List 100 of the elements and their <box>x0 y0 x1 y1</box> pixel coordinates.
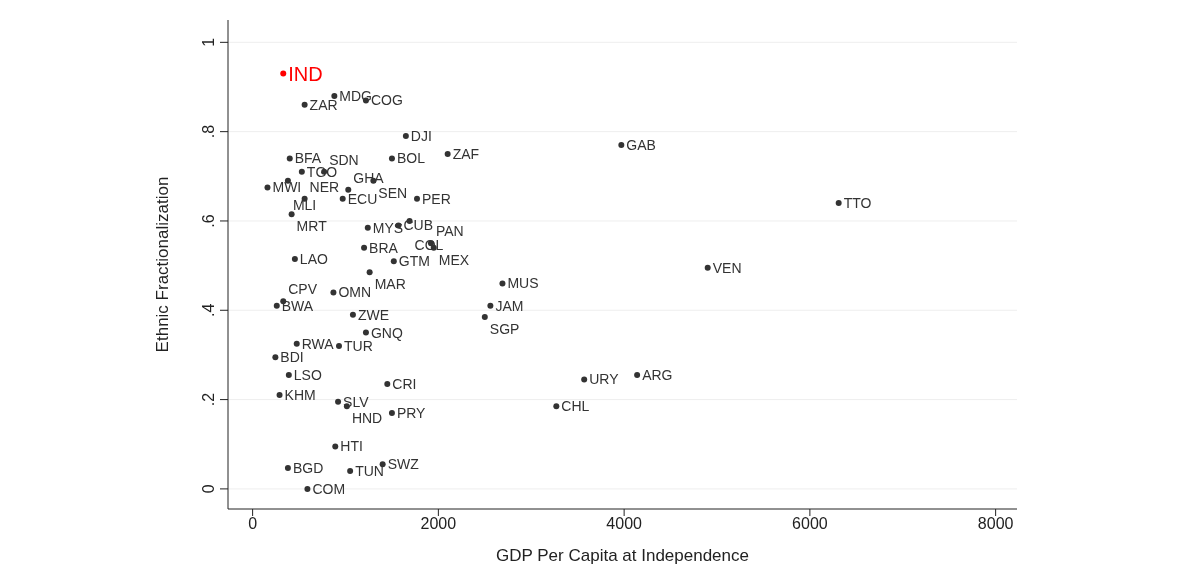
point <box>366 269 373 276</box>
data-label: BGD <box>292 459 324 476</box>
point <box>293 340 300 347</box>
data-label: ZAR <box>309 96 338 113</box>
point <box>704 264 711 271</box>
point <box>285 372 292 379</box>
data-label: IND <box>288 62 323 85</box>
data-label: CPV <box>288 281 318 298</box>
y-axis-title: Ethnic Fractionalization <box>153 176 173 353</box>
data-label: VEN <box>712 259 742 276</box>
data-label: RWA <box>301 335 335 352</box>
data-label: MEX <box>438 251 470 268</box>
y-tick-label: .2 <box>200 392 217 407</box>
point <box>280 70 287 77</box>
point <box>481 313 488 320</box>
data-label: COG <box>370 92 403 109</box>
data-label: KHM <box>284 387 316 404</box>
data-label: JAM <box>495 297 524 314</box>
point <box>288 211 295 218</box>
point <box>331 92 338 99</box>
point <box>304 485 311 492</box>
data-label: ZAF <box>452 145 480 162</box>
point <box>272 354 279 361</box>
point <box>284 464 291 471</box>
y-tick-label: 1 <box>200 37 217 47</box>
x-tick-label: 2000 <box>420 515 457 533</box>
y-tick-label: .8 <box>200 124 217 139</box>
point <box>362 329 369 336</box>
data-label: MLI <box>292 196 317 213</box>
point <box>444 150 451 157</box>
point <box>264 184 271 191</box>
data-label: ARG <box>642 366 673 383</box>
data-label: ECU <box>347 190 378 207</box>
data-label: TUN <box>355 462 384 479</box>
data-label: BOL <box>396 150 426 167</box>
data-label: PRY <box>396 404 427 421</box>
data-label: HTI <box>340 438 363 455</box>
point <box>414 195 421 202</box>
point <box>634 372 641 379</box>
point <box>335 398 342 405</box>
point <box>298 168 305 175</box>
data-label: OMN <box>338 284 372 301</box>
data-label: CRI <box>392 375 417 392</box>
data-label: CHL <box>561 398 590 415</box>
data-label: NER <box>309 178 340 195</box>
data-label: MUS <box>507 275 539 292</box>
point <box>364 224 371 231</box>
data-label: URY <box>589 371 620 388</box>
point <box>384 380 391 387</box>
data-label: GNQ <box>370 324 403 341</box>
point <box>390 258 397 265</box>
x-tick-label: 6000 <box>792 515 828 533</box>
point <box>286 155 293 162</box>
point <box>330 289 337 296</box>
point <box>361 244 368 251</box>
data-label: SGP <box>489 320 520 337</box>
point <box>339 195 346 202</box>
point <box>618 142 625 149</box>
point <box>291 255 298 262</box>
data-label: MRT <box>296 218 328 235</box>
data-label: SWZ <box>387 456 420 473</box>
data-label: SDN <box>329 151 359 168</box>
point <box>335 343 342 349</box>
data-label: MWI <box>272 179 302 196</box>
point <box>273 302 280 309</box>
point <box>402 133 409 140</box>
data-label: ZWE <box>357 306 390 323</box>
data-label: GTM <box>398 253 430 270</box>
data-label: LSO <box>293 366 322 383</box>
data-label: HND <box>351 410 383 427</box>
point <box>347 468 354 475</box>
y-tick-label: .4 <box>200 303 217 317</box>
data-label: BFA <box>294 150 322 167</box>
y-tick-label: 0 <box>200 484 217 494</box>
data-label: LAO <box>299 250 328 267</box>
point <box>345 186 352 193</box>
point <box>332 443 339 450</box>
data-label: TTO <box>843 195 872 211</box>
point <box>835 200 842 207</box>
data-label: TUR <box>343 337 373 354</box>
x-tick-label: 4000 <box>606 515 643 533</box>
data-label: BRA <box>369 239 399 256</box>
point <box>349 311 356 318</box>
data-label: SEN <box>378 184 408 201</box>
data-label: PER <box>422 190 451 207</box>
point <box>487 302 494 309</box>
data-label: COM <box>312 480 346 497</box>
data-label: BDI <box>280 349 304 366</box>
point <box>388 155 395 162</box>
point <box>301 101 308 108</box>
point <box>553 403 560 410</box>
point <box>581 376 588 383</box>
data-label: DJI <box>410 128 432 145</box>
data-label: GAB <box>626 136 656 153</box>
x-tick-label: 8000 <box>977 515 1014 533</box>
data-label: MAR <box>374 276 406 293</box>
x-axis-title: GDP Per Capita at Independence <box>496 546 749 565</box>
x-tick-label: 0 <box>248 515 258 533</box>
point <box>388 409 395 416</box>
data-label: PAN <box>435 223 464 240</box>
